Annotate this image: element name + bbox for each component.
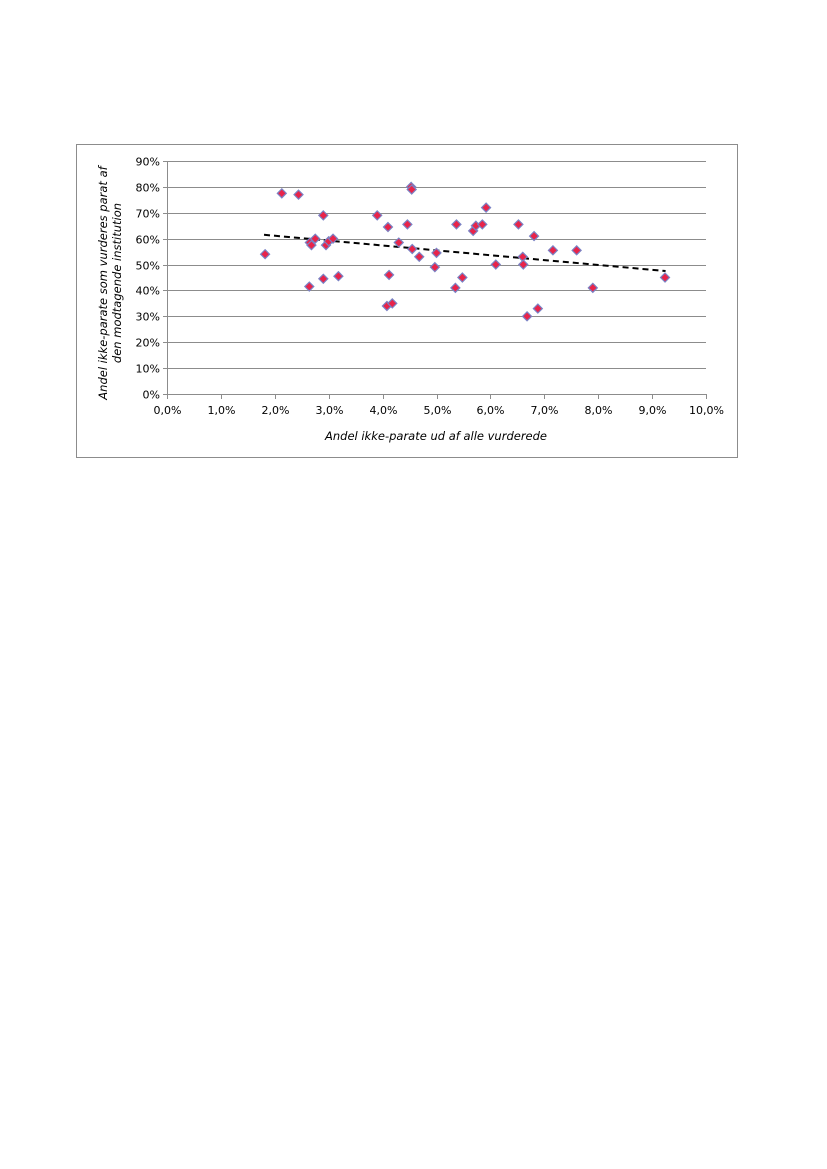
data-point bbox=[480, 202, 492, 213]
y-axis-title-line-1: Andel ikke-parate som vurderes parat af bbox=[96, 164, 110, 400]
y-tick-label: 50% bbox=[136, 260, 160, 273]
data-point bbox=[490, 259, 502, 270]
data-point bbox=[303, 281, 315, 292]
y-axis-title-line-2: den modtagende institution bbox=[110, 203, 124, 363]
data-point bbox=[429, 261, 441, 273]
data-point bbox=[317, 273, 329, 285]
data-point bbox=[532, 303, 544, 314]
data-point bbox=[659, 272, 671, 283]
data-point bbox=[293, 189, 304, 201]
y-tick-label: 10% bbox=[136, 363, 160, 376]
data-point bbox=[383, 269, 395, 281]
chart-frame: 0% 10% 20% 30% 40% 50% 60% 70% 80% 90% 0,0% 1,0% 2,0… bbox=[76, 144, 738, 458]
y-tick-label: 30% bbox=[136, 311, 160, 324]
data-point bbox=[457, 272, 468, 283]
labels-layer: 0% 10% 20% 30% 40% 50% 60% 70% 80% 90% 0,0% 1,0% 2,0… bbox=[136, 156, 724, 418]
data-point bbox=[521, 310, 533, 322]
x-tick-label: 9,0% bbox=[639, 404, 667, 417]
y-tick-label: 80% bbox=[136, 182, 160, 195]
data-point bbox=[276, 188, 288, 199]
data-point bbox=[476, 219, 488, 230]
data-point bbox=[306, 239, 317, 251]
data-point bbox=[333, 270, 344, 282]
data-point bbox=[402, 219, 413, 230]
x-tick-label: 3,0% bbox=[316, 404, 344, 417]
data-point bbox=[382, 221, 394, 233]
y-tick-label: 90% bbox=[136, 156, 160, 169]
y-tick-label: 0% bbox=[143, 389, 160, 402]
data-point bbox=[406, 243, 418, 255]
data-point bbox=[587, 282, 599, 294]
trend-layer bbox=[263, 233, 666, 273]
data-point bbox=[450, 282, 461, 294]
data-point bbox=[317, 210, 329, 221]
axis-layer bbox=[163, 161, 707, 399]
data-point bbox=[386, 298, 398, 309]
x-tick-label: 1,0% bbox=[208, 404, 236, 417]
data-point bbox=[309, 233, 321, 245]
data-point bbox=[406, 184, 418, 195]
points-layer bbox=[259, 181, 671, 322]
data-point bbox=[371, 210, 383, 221]
scatter-chart: 0% 10% 20% 30% 40% 50% 60% 70% 80% 90% 0,0% 1,0% 2,0… bbox=[96, 156, 724, 444]
x-tick-label: 0,0% bbox=[154, 404, 182, 417]
data-point bbox=[259, 248, 271, 260]
x-tick-label: 4,0% bbox=[370, 404, 398, 417]
data-point bbox=[517, 259, 529, 270]
trendline bbox=[263, 233, 666, 273]
y-tick-label: 40% bbox=[136, 285, 160, 298]
x-axis-title: Andel ikke-parate ud af alle vurderede bbox=[324, 429, 547, 443]
x-tick-label: 2,0% bbox=[262, 404, 290, 417]
x-tick-label: 6,0% bbox=[477, 404, 505, 417]
y-tick-label: 20% bbox=[136, 337, 160, 350]
x-tick-label: 8,0% bbox=[585, 404, 613, 417]
data-point bbox=[393, 237, 405, 248]
data-point bbox=[327, 233, 339, 245]
data-point bbox=[513, 219, 524, 230]
y-axis-title: Andel ikke-parate som vurderes parat af … bbox=[96, 164, 124, 400]
data-point bbox=[547, 244, 559, 256]
data-point bbox=[431, 247, 442, 259]
y-tick-label: 70% bbox=[136, 208, 160, 221]
data-point bbox=[528, 230, 540, 242]
data-point bbox=[451, 219, 462, 230]
data-point bbox=[413, 251, 425, 263]
x-tick-label: 5,0% bbox=[424, 404, 452, 417]
y-tick-label: 60% bbox=[136, 234, 160, 247]
x-tick-label: 7,0% bbox=[531, 404, 559, 417]
data-point bbox=[571, 244, 582, 256]
x-tick-label: 10,0% bbox=[689, 404, 724, 417]
